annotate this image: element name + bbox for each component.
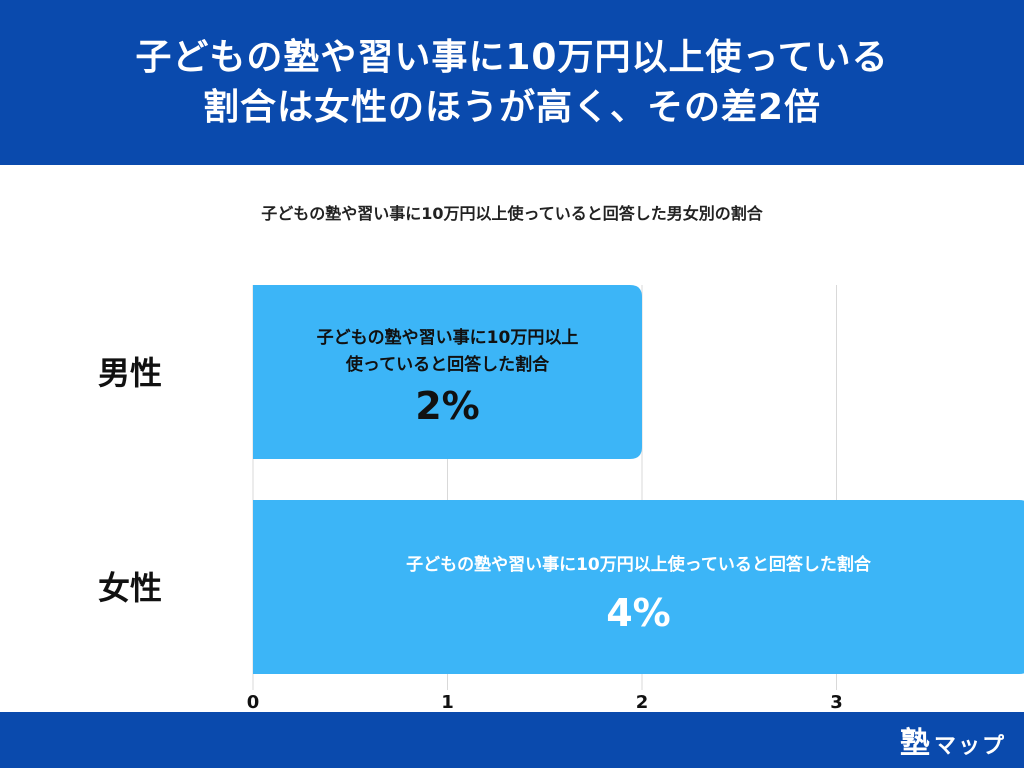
bar-2: [253, 500, 1024, 674]
footer-bar: 塾マップ: [0, 712, 1024, 768]
chart-title: 子どもの塾や習い事に10万円以上使っていると回答した男女別の割合: [261, 204, 763, 223]
category-label: 女性: [98, 569, 162, 607]
x-tick-label: 0: [247, 692, 260, 712]
data-label: 2%: [415, 384, 480, 428]
x-tick-label: 2: [636, 692, 649, 712]
bar-label: 子どもの塾や習い事に10万円以上: [317, 327, 579, 348]
x-tick-label: 1: [441, 692, 454, 712]
page-title-line-2: 割合は女性のほうが高く、その差2倍: [202, 86, 822, 128]
logo-kana: マップ: [933, 734, 1006, 759]
bar-label: 使っていると回答した割合: [345, 354, 550, 375]
header-banner: 子どもの塾や習い事に10万円以上使っている 割合は女性のほうが高く、その差2倍: [0, 0, 1024, 165]
data-label: 4%: [606, 591, 671, 635]
bar-chart: 子どもの塾や習い事に10万円以上使っていると回答した割合2%男性子どもの塾や習い…: [98, 285, 1024, 712]
x-tick-label: 3: [830, 692, 843, 712]
logo-kanji: 塾: [899, 726, 930, 761]
page-title-line-1: 子どもの塾や習い事に10万円以上使っている: [135, 36, 889, 78]
brand-logo: 塾マップ: [900, 718, 1006, 762]
bar-label: 子どもの塾や習い事に10万円以上使っていると回答した割合: [406, 554, 872, 575]
category-label: 男性: [98, 354, 162, 392]
bar-1: [253, 285, 642, 459]
